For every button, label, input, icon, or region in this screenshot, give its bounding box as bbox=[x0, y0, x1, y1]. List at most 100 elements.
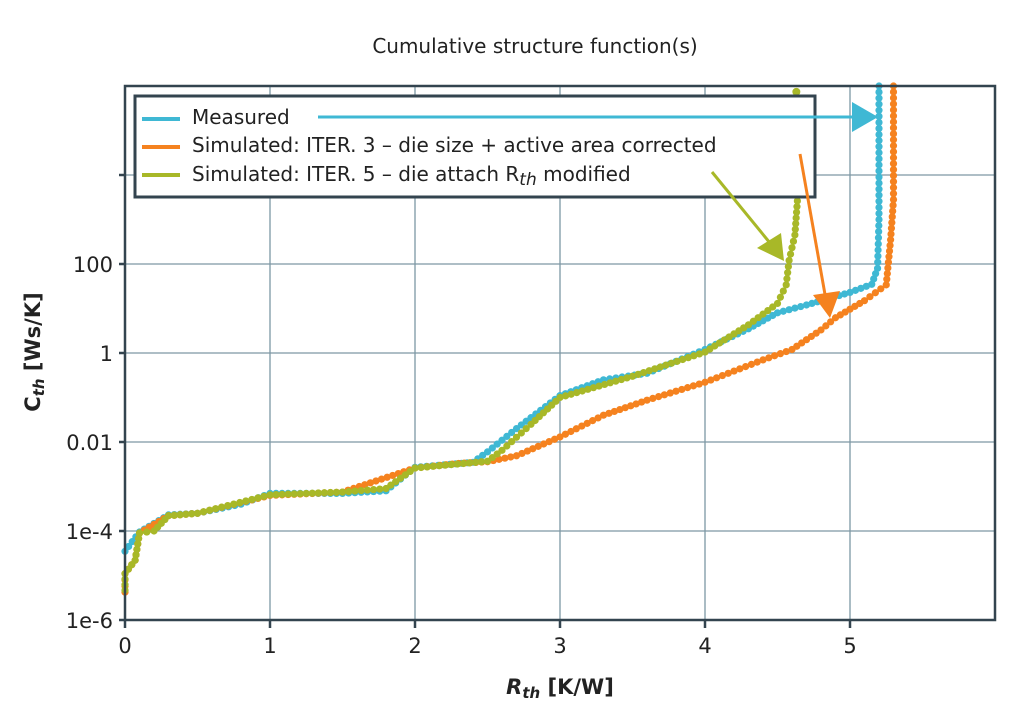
data-point bbox=[773, 299, 782, 308]
data-point bbox=[517, 429, 525, 437]
data-point bbox=[621, 404, 629, 412]
data-point bbox=[655, 393, 663, 401]
data-point bbox=[266, 491, 274, 499]
data-point bbox=[672, 387, 680, 395]
data-point bbox=[889, 196, 898, 204]
data-point bbox=[483, 448, 492, 456]
data-point bbox=[377, 475, 386, 483]
data-point bbox=[242, 497, 250, 505]
data-point bbox=[545, 438, 553, 446]
data-point bbox=[503, 442, 511, 450]
data-point bbox=[695, 350, 704, 358]
data-point bbox=[887, 236, 895, 244]
data-point bbox=[827, 318, 835, 326]
data-point bbox=[556, 393, 564, 402]
data-point bbox=[606, 379, 614, 387]
data-point bbox=[883, 269, 891, 278]
legend-label-iter3: Simulated: ITER. 3 – die size + active a… bbox=[192, 133, 717, 157]
data-point bbox=[308, 489, 316, 497]
data-point bbox=[441, 461, 449, 469]
data-point bbox=[628, 372, 637, 380]
data-point bbox=[884, 258, 893, 266]
data-point bbox=[218, 503, 226, 511]
data-point bbox=[534, 442, 542, 450]
data-point bbox=[594, 414, 602, 422]
data-point bbox=[660, 391, 669, 399]
data-point bbox=[498, 446, 506, 454]
data-point bbox=[889, 148, 898, 156]
data-point bbox=[791, 231, 799, 239]
data-point bbox=[508, 438, 516, 446]
data-point bbox=[326, 488, 335, 497]
data-point bbox=[889, 118, 898, 126]
x-tick-label: 2 bbox=[408, 634, 421, 658]
data-point bbox=[866, 293, 874, 301]
data-point bbox=[272, 490, 280, 499]
data-point bbox=[205, 506, 214, 514]
data-point bbox=[584, 385, 592, 393]
x-tick-label: 1 bbox=[263, 634, 276, 658]
data-point bbox=[765, 354, 773, 362]
data-point bbox=[589, 417, 597, 425]
legend-label-measured: Measured bbox=[192, 105, 290, 129]
data-point bbox=[583, 419, 591, 427]
data-point bbox=[459, 459, 467, 468]
arrowhead-iter3 bbox=[813, 291, 840, 318]
data-point bbox=[567, 427, 575, 436]
data-point bbox=[875, 155, 883, 163]
data-point bbox=[643, 396, 651, 404]
data-point bbox=[889, 88, 898, 96]
data-point bbox=[429, 462, 437, 470]
data-point bbox=[742, 363, 750, 371]
data-point bbox=[808, 299, 816, 308]
data-point bbox=[889, 201, 897, 209]
data-point bbox=[133, 545, 141, 553]
data-point bbox=[747, 360, 756, 368]
data-point bbox=[143, 528, 151, 536]
data-point bbox=[601, 380, 609, 389]
y-tick-label: 0.01 bbox=[66, 431, 113, 455]
data-point bbox=[875, 197, 883, 205]
data-point bbox=[736, 365, 744, 373]
data-point bbox=[627, 402, 635, 410]
data-point bbox=[822, 322, 830, 330]
data-point bbox=[875, 173, 883, 181]
data-point bbox=[888, 213, 896, 221]
x-tick-label: 4 bbox=[698, 634, 711, 658]
data-point bbox=[361, 481, 369, 489]
y-tick-label: 1e-6 bbox=[66, 609, 113, 633]
data-point bbox=[776, 293, 785, 301]
data-point bbox=[617, 375, 625, 384]
data-point bbox=[875, 137, 883, 145]
arrowhead-measured bbox=[852, 102, 878, 132]
data-point bbox=[785, 256, 793, 265]
data-point bbox=[875, 222, 883, 230]
data-point bbox=[718, 371, 727, 380]
data-point bbox=[889, 112, 898, 120]
data-point bbox=[792, 214, 800, 222]
data-point bbox=[875, 185, 883, 193]
data-point bbox=[888, 218, 896, 227]
data-point bbox=[889, 207, 897, 215]
data-point bbox=[302, 489, 310, 498]
data-point bbox=[447, 461, 455, 469]
x-tick-label: 5 bbox=[843, 634, 856, 658]
data-point bbox=[875, 100, 883, 108]
data-point bbox=[817, 326, 825, 334]
legend-label-iter5: Simulated: ITER. 5 – die attach Rth modi… bbox=[192, 162, 631, 190]
data-point bbox=[857, 284, 865, 292]
data-point bbox=[471, 458, 480, 466]
data-point bbox=[889, 190, 898, 198]
legend: Measured Simulated: ITER. 3 – die size +… bbox=[133, 94, 817, 199]
data-point bbox=[366, 479, 374, 487]
y-tick-label: 1e-4 bbox=[66, 520, 113, 544]
data-point bbox=[695, 380, 703, 388]
data-point bbox=[182, 510, 190, 518]
data-point bbox=[889, 130, 898, 138]
data-point bbox=[889, 94, 898, 102]
chart-title: Cumulative structure function(s) bbox=[372, 34, 697, 58]
data-point bbox=[885, 253, 893, 261]
data-point bbox=[529, 445, 537, 453]
data-point bbox=[522, 425, 530, 433]
data-point bbox=[248, 495, 256, 504]
